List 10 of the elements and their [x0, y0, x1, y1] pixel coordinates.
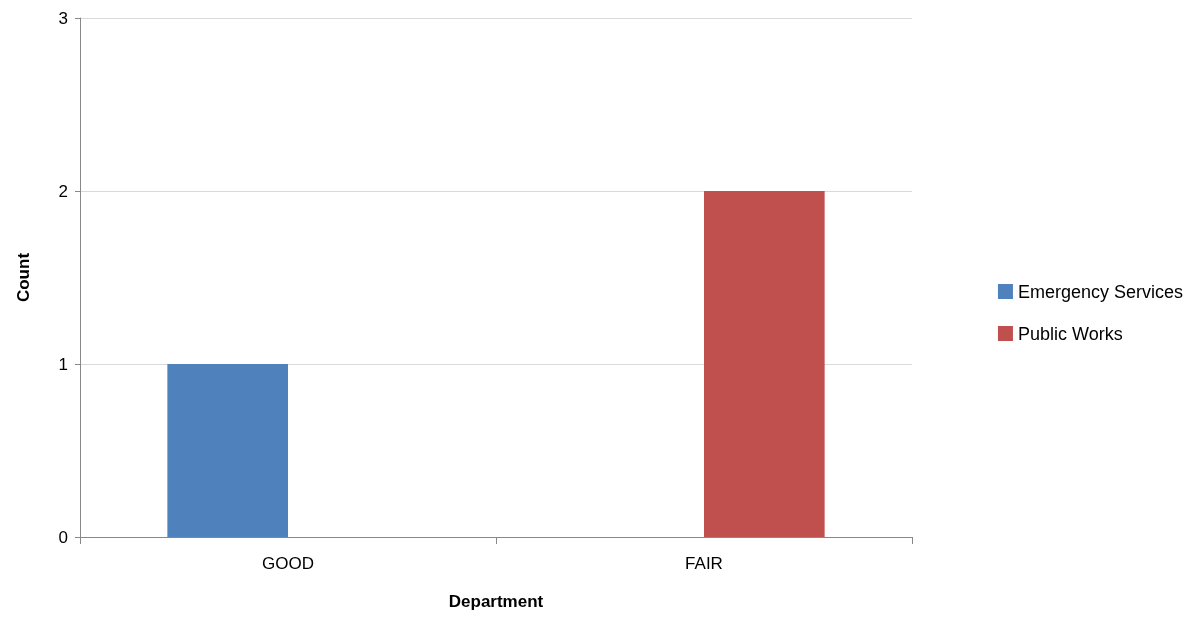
x-tick-label: FAIR: [685, 554, 723, 573]
x-axis-title: Department: [448, 592, 544, 611]
legend-label: Public Works: [1017, 323, 1123, 344]
y-tick-label: 1: [58, 354, 68, 374]
y-tick-label: 3: [58, 8, 68, 28]
x-tick-label: GOOD: [262, 554, 314, 573]
legend-label: Emergency Services: [1017, 281, 1183, 302]
y-tick-label: 2: [58, 181, 68, 201]
y-axis-title: Count: [14, 252, 33, 303]
y-tick-label: 0: [58, 527, 68, 547]
